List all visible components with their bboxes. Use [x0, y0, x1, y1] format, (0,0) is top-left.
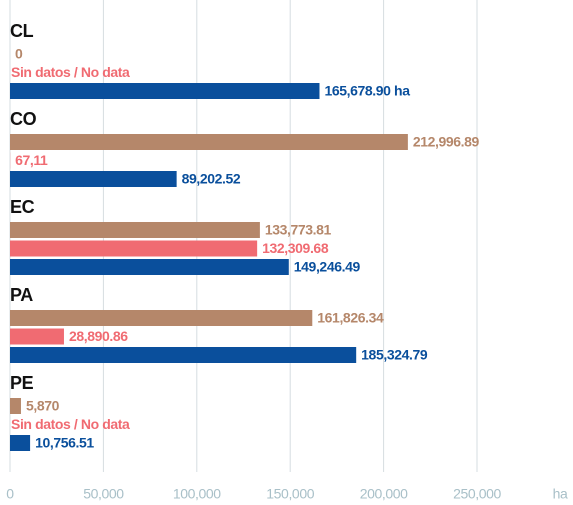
bar [10, 240, 258, 257]
value-label: 161,826.34 [317, 310, 384, 326]
value-label: Sin datos / No data [11, 416, 130, 432]
x-tick-label: 200,000 [360, 486, 408, 502]
bar [10, 83, 320, 99]
x-tick-label: 150,000 [266, 486, 314, 502]
bar [10, 134, 408, 150]
value-label: Sin datos / No data [11, 64, 130, 80]
bar [10, 171, 177, 187]
category-label: PA [10, 285, 33, 305]
bar [10, 222, 260, 238]
category-label: CL [10, 21, 34, 41]
bar [10, 435, 31, 451]
value-label: 132,309.68 [262, 240, 329, 256]
x-axis-unit: ha [553, 486, 568, 502]
value-label: 133,773.81 [265, 222, 332, 238]
category-label: EC [10, 197, 35, 217]
bar [10, 259, 289, 275]
category-label: CO [10, 109, 37, 129]
bar [10, 328, 64, 345]
value-label: 185,324.79 [361, 347, 428, 363]
category-label: PE [10, 373, 34, 393]
value-label: 0 [15, 46, 23, 62]
x-tick-label: 100,000 [173, 486, 221, 502]
bar [10, 310, 313, 326]
bar [10, 398, 21, 414]
value-label: 212,996.89 [413, 134, 480, 150]
value-label: 5,870 [26, 398, 60, 414]
value-label: 67,11 [15, 152, 48, 168]
value-label: 165,678.90 ha [324, 83, 410, 99]
value-label: 89,202.52 [182, 171, 241, 187]
bar [10, 347, 357, 363]
value-label: 10,756.51 [35, 435, 94, 451]
x-tick-label: 250,000 [453, 486, 501, 502]
value-label: 149,246.49 [294, 259, 361, 275]
x-tick-label: 0 [6, 486, 14, 502]
x-tick-label: 50,000 [83, 486, 124, 502]
value-label: 28,890.86 [69, 328, 128, 344]
